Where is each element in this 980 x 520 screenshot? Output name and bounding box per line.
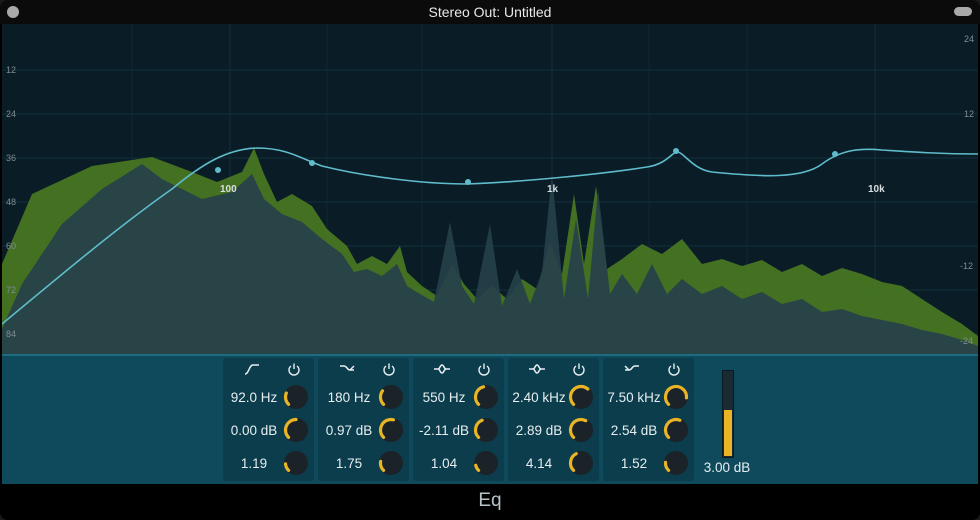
freq-label: 1k	[547, 184, 559, 195]
q-knob[interactable]	[662, 449, 690, 477]
band-gain[interactable]: 2.89 dB	[515, 423, 563, 438]
freq-label: 10k	[868, 184, 885, 195]
band-gain[interactable]: 0.97 dB	[325, 423, 373, 438]
db-scale-left: 12 24 36 48 60 72 84	[6, 65, 16, 339]
window-title: Stereo Out: Untitled	[428, 4, 552, 20]
low-shelf-icon[interactable]	[338, 362, 356, 376]
q-knob[interactable]	[472, 449, 500, 477]
frequency-knob[interactable]	[567, 383, 595, 411]
band-node-4	[673, 148, 679, 154]
band-2: 180 Hz 0.97 dB 1.75	[318, 358, 409, 481]
low-cut-icon[interactable]	[243, 362, 261, 376]
freq-label: 100	[220, 184, 237, 195]
q-knob[interactable]	[282, 449, 310, 477]
band-gain[interactable]: 0.00 dB	[230, 423, 278, 438]
frequency-knob[interactable]	[282, 383, 310, 411]
freq-scale: 100 1k 10k	[220, 184, 885, 195]
knob-value-arc	[568, 384, 590, 407]
knob-value-arc	[378, 417, 396, 440]
spectrum-analyzer	[2, 148, 978, 354]
db-label: -24	[960, 336, 973, 346]
band-5: 7.50 kHz 2.54 dB 1.52	[603, 358, 694, 481]
band-controls-panel: 92.0 Hz 0.00 dB 1.19 180 Hz 0.97 dB 1.75…	[2, 356, 978, 484]
power-icon[interactable]	[287, 362, 301, 376]
band-node-5	[832, 151, 838, 157]
knob-value-arc	[378, 389, 386, 407]
knob-value-arc	[283, 462, 291, 473]
title-bar: Stereo Out: Untitled	[0, 0, 980, 24]
db-label: 12	[6, 65, 16, 75]
frequency-knob[interactable]	[472, 383, 500, 411]
bell-icon[interactable]	[528, 362, 546, 376]
band-4: 2.40 kHz 2.89 dB 4.14	[508, 358, 599, 481]
knob-value-arc	[378, 459, 386, 473]
gain-knob[interactable]	[472, 416, 500, 444]
eq-response-curve	[2, 147, 978, 325]
band-3: 550 Hz -2.11 dB 1.04	[413, 358, 504, 481]
q-knob[interactable]	[567, 449, 595, 477]
spectrum-body	[2, 164, 978, 354]
knob-value-arc	[283, 417, 298, 440]
power-icon[interactable]	[667, 362, 681, 376]
band-q[interactable]: 1.19	[240, 456, 268, 471]
band-1: 92.0 Hz 0.00 dB 1.19	[223, 358, 314, 481]
band-nodes[interactable]	[215, 148, 838, 185]
band-q[interactable]: 1.04	[430, 456, 458, 471]
knob-value-arc	[568, 417, 588, 440]
db-label: 60	[6, 241, 16, 251]
output-gain-meter[interactable]	[722, 370, 734, 458]
db-label: 12	[964, 109, 974, 119]
db-label: 84	[6, 329, 16, 339]
close-button[interactable]	[7, 6, 19, 18]
knob-value-arc	[473, 385, 486, 407]
gain-knob[interactable]	[662, 416, 690, 444]
band-frequency[interactable]: 92.0 Hz	[230, 390, 278, 405]
band-frequency[interactable]: 180 Hz	[327, 390, 371, 405]
band-frequency[interactable]: 2.40 kHz	[512, 390, 566, 405]
knob-value-arc	[473, 418, 484, 440]
band-q[interactable]: 1.75	[335, 456, 363, 471]
db-label: 24	[6, 109, 16, 119]
output-gain-value[interactable]: 3.00 dB	[703, 460, 751, 475]
resize-button[interactable]	[954, 7, 972, 16]
band-q[interactable]: 1.52	[620, 456, 648, 471]
q-knob[interactable]	[377, 449, 405, 477]
frequency-knob[interactable]	[662, 383, 690, 411]
knob-value-arc	[283, 391, 291, 407]
knob-value-arc	[474, 463, 481, 473]
band-gain[interactable]: -2.11 dB	[418, 423, 470, 438]
band-node-3	[465, 179, 471, 185]
power-icon[interactable]	[382, 362, 396, 376]
band-node-1	[215, 167, 221, 173]
db-scale-right: 24 12 -12 -24	[960, 34, 974, 346]
knob-value-arc	[663, 384, 689, 407]
db-label: 36	[6, 153, 16, 163]
gain-knob[interactable]	[377, 416, 405, 444]
eq-graph-canvas: 12 24 36 48 60 72 84 24 12 -12 -24 100 1…	[2, 24, 978, 354]
bell-icon[interactable]	[433, 362, 451, 376]
gain-knob[interactable]	[567, 416, 595, 444]
power-icon[interactable]	[572, 362, 586, 376]
footer-bar: Eq	[0, 484, 980, 520]
power-icon[interactable]	[477, 362, 491, 376]
knob-value-arc	[663, 460, 671, 473]
band-q[interactable]: 4.14	[525, 456, 553, 471]
db-label: 24	[964, 34, 974, 44]
knob-value-arc	[568, 452, 578, 473]
band-gain[interactable]: 2.54 dB	[610, 423, 658, 438]
eq-graph[interactable]: 12 24 36 48 60 72 84 24 12 -12 -24 100 1…	[2, 24, 978, 356]
band-node-2	[309, 160, 315, 166]
output-gain-fill	[724, 409, 732, 456]
knob-value-arc	[663, 417, 682, 440]
high-shelf-icon[interactable]	[623, 362, 641, 376]
band-frequency[interactable]: 550 Hz	[422, 390, 466, 405]
plugin-name: Eq	[478, 490, 502, 511]
db-label: -12	[960, 261, 973, 271]
gain-knob[interactable]	[282, 416, 310, 444]
db-label: 72	[6, 285, 16, 295]
frequency-knob[interactable]	[377, 383, 405, 411]
db-label: 48	[6, 197, 16, 207]
band-frequency[interactable]: 7.50 kHz	[607, 390, 661, 405]
